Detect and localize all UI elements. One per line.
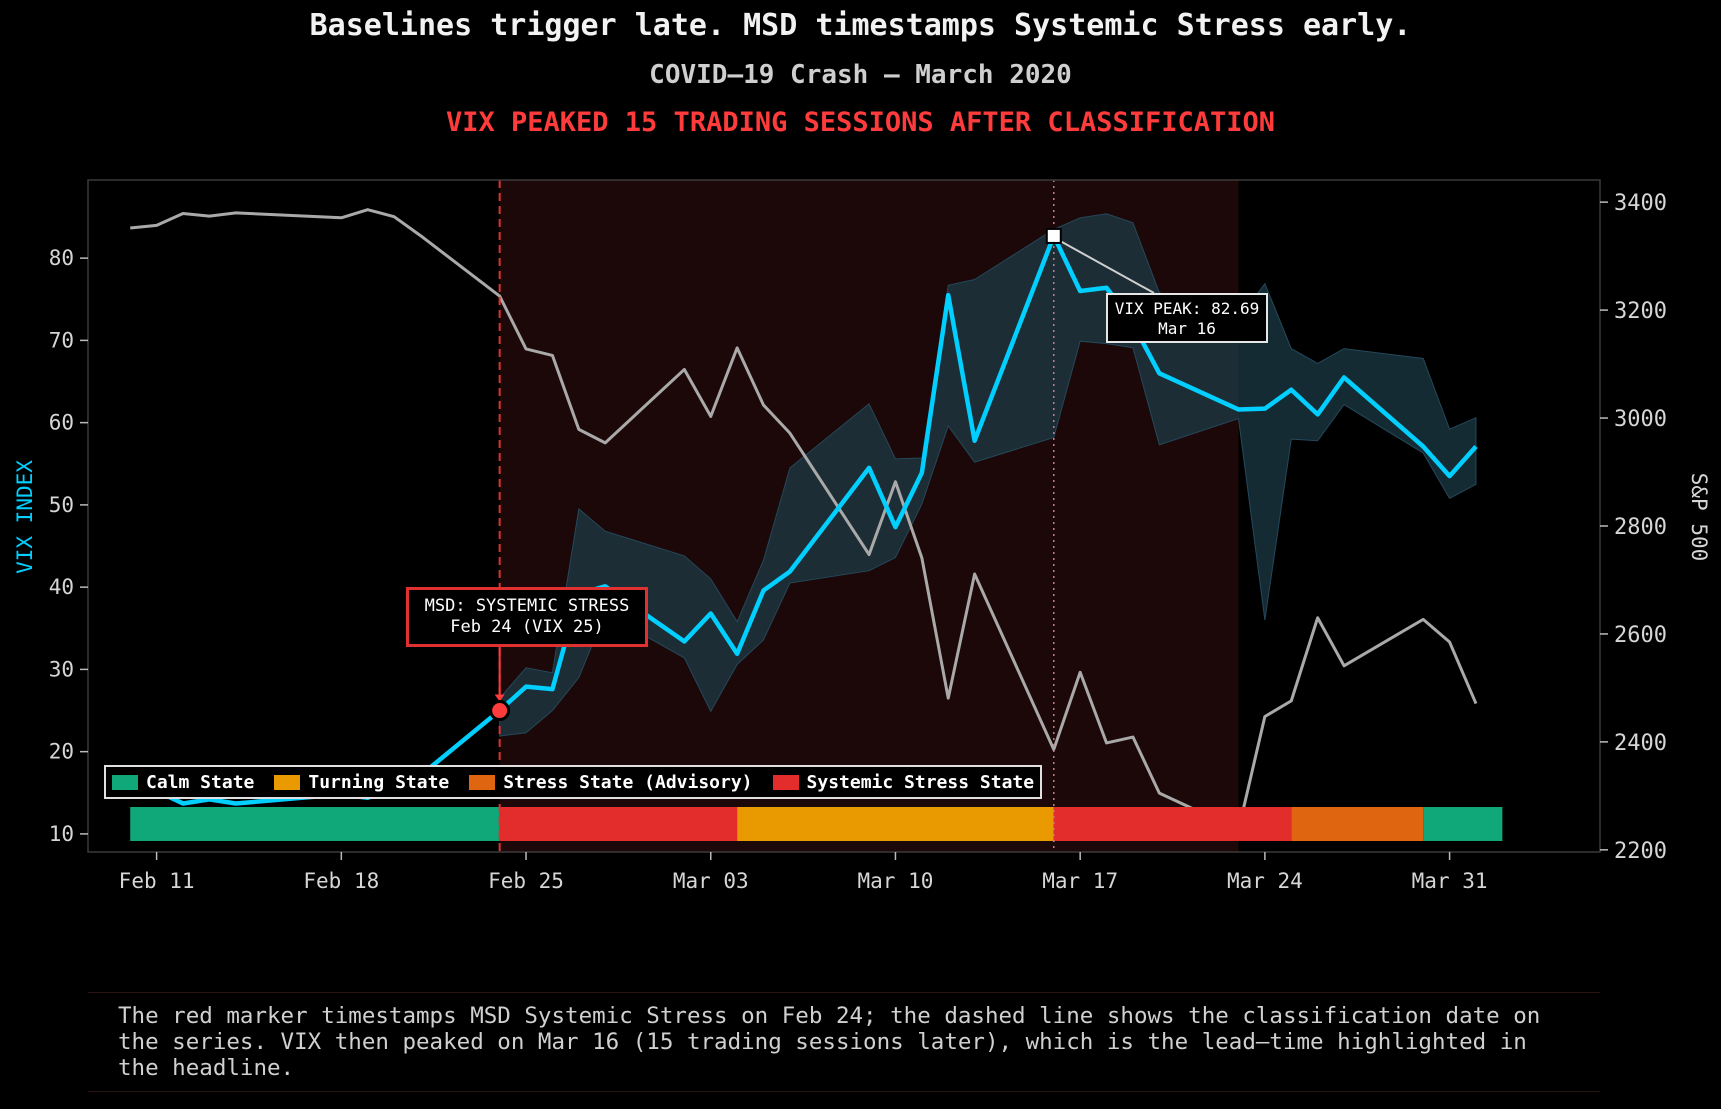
msd-annotation-date: Feb 24 (VIX 25)	[450, 617, 604, 637]
y-right-axis-label: S&P 500	[1687, 473, 1711, 562]
vix-peak-annotation: VIX PEAK: 82.69 Mar 16	[1106, 293, 1268, 343]
msd-arrow-head	[494, 694, 505, 702]
legend-label: Turning State	[308, 771, 450, 793]
legend-item-calm: Calm State	[112, 772, 254, 793]
regime-segment	[737, 807, 1054, 841]
msd-annotation: MSD: SYSTEMIC STRESS Feb 24 (VIX 25)	[406, 587, 648, 647]
y-left-tick-label: 10	[49, 822, 74, 846]
peak-marker	[1045, 227, 1062, 244]
y-left-tick-label: 80	[49, 246, 74, 270]
y-left-tick-label: 20	[49, 740, 74, 764]
y-right-tick-label: 2400	[1614, 731, 1667, 756]
legend-swatch-calm	[112, 774, 138, 790]
caption-text: The red marker timestamps MSD Systemic S…	[118, 1003, 1554, 1081]
legend-item-turning: Turning State	[274, 772, 449, 793]
y-right-tick-label: 2600	[1614, 623, 1667, 648]
x-tick-label: Mar 17	[1042, 869, 1118, 893]
legend-label: Calm State	[146, 771, 255, 793]
y-right-tick-label: 2800	[1614, 515, 1667, 540]
regime-legend: Calm State Turning State Stress State (A…	[104, 765, 1043, 799]
y-right-tick-label: 3200	[1614, 299, 1667, 324]
y-left-tick-label: 30	[49, 657, 74, 681]
regime-segment	[130, 807, 500, 841]
y-left-tick-label: 40	[49, 575, 74, 599]
msd-marker	[489, 700, 511, 722]
y-right-tick-label: 3000	[1614, 407, 1667, 432]
chart-headline: VIX PEAKED 15 TRADING SESSIONS AFTER CLA…	[445, 107, 1276, 138]
y-left-tick-label: 60	[49, 411, 74, 435]
regime-segment	[1423, 807, 1503, 841]
x-tick-label: Feb 11	[119, 869, 195, 893]
plot-frame	[87, 179, 1601, 853]
x-tick-label: Mar 31	[1412, 869, 1488, 893]
y-left-axis-label: VIX INDEX	[13, 460, 37, 574]
vix-confidence-band	[499, 213, 1477, 737]
x-tick-label: Mar 24	[1227, 869, 1303, 893]
x-tick-label: Feb 18	[303, 869, 379, 893]
y-left-tick-label: 70	[49, 328, 74, 352]
legend-label: Systemic Stress State	[806, 771, 1035, 793]
legend-item-stress: Stress State (Advisory)	[469, 771, 753, 793]
legend-swatch-turning	[274, 774, 301, 790]
y-right-tick-label: 2200	[1614, 839, 1667, 864]
x-tick-label: Mar 10	[858, 869, 934, 893]
msd-annotation-title: MSD: SYSTEMIC STRESS	[424, 596, 630, 616]
spx-line	[130, 208, 1478, 832]
y-right-tick-label: 3400	[1614, 191, 1667, 216]
legend-label: Stress State (Advisory)	[503, 771, 753, 793]
legend-item-systemic: Systemic Stress State	[772, 771, 1035, 793]
peak-arrow	[1061, 241, 1155, 294]
x-tick-label: Feb 25	[488, 869, 564, 893]
vix-peak-value: VIX PEAK: 82.69	[1114, 299, 1260, 318]
legend-swatch-stress	[469, 774, 496, 790]
regime-segment	[499, 807, 738, 841]
regime-segment	[1291, 807, 1424, 841]
x-tick-label: Mar 03	[673, 869, 749, 893]
y-left-tick-label: 50	[49, 493, 74, 517]
chart-subtitle: COVID–19 Crash — March 2020	[649, 60, 1072, 90]
chart-caption: The red marker timestamps MSD Systemic S…	[88, 992, 1600, 1092]
regime-segment	[1053, 807, 1292, 841]
legend-swatch-systemic	[772, 774, 799, 790]
chart-title: Baselines trigger late. MSD timestamps S…	[309, 8, 1412, 43]
vix-peak-date: Mar 16	[1158, 319, 1216, 338]
